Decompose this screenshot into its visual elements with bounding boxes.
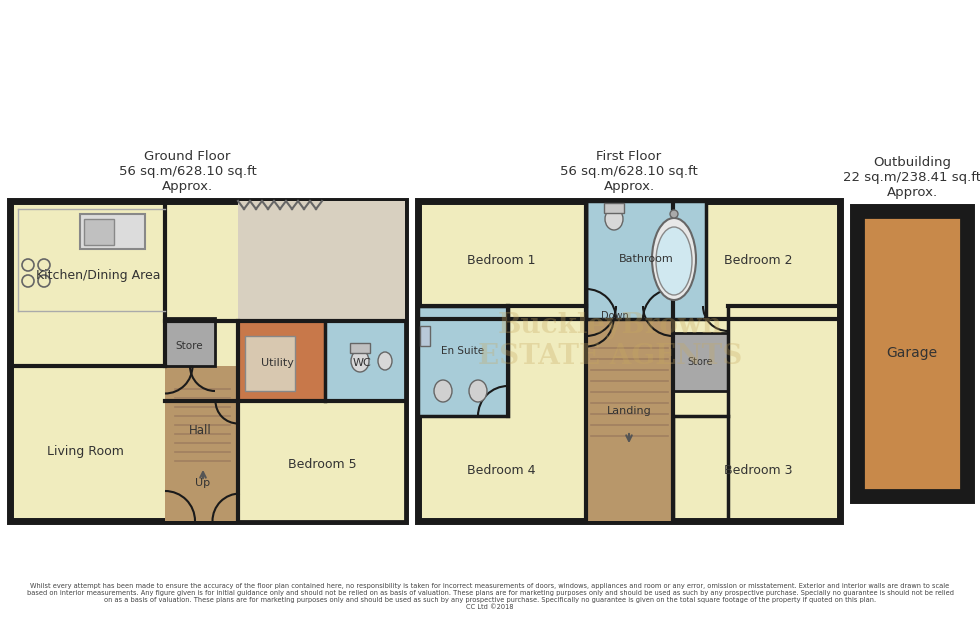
Ellipse shape (605, 208, 623, 230)
Ellipse shape (351, 350, 369, 372)
Ellipse shape (469, 380, 487, 402)
Bar (673, 333, 728, 391)
Text: Store: Store (687, 357, 712, 367)
Circle shape (670, 210, 678, 218)
Bar (325, 321, 405, 401)
Text: Bedroom 1: Bedroom 1 (466, 254, 535, 267)
Text: Utility: Utility (261, 358, 293, 368)
Text: En Suite: En Suite (441, 346, 484, 356)
Text: Bathroom: Bathroom (618, 254, 673, 264)
Bar (586, 201, 673, 521)
Text: Bedroom 5: Bedroom 5 (288, 458, 357, 470)
Ellipse shape (656, 227, 692, 295)
Text: Garage: Garage (887, 347, 938, 360)
Text: First Floor
56 sq.m/628.10 sq.ft
Approx.: First Floor 56 sq.m/628.10 sq.ft Approx. (561, 150, 698, 193)
Bar (80, 214, 145, 249)
Bar (165, 318, 215, 366)
Bar (586, 201, 706, 319)
Text: Bedroom 3: Bedroom 3 (724, 465, 792, 478)
Text: Bedroom 4: Bedroom 4 (466, 465, 535, 478)
Text: Bedroom 2: Bedroom 2 (724, 254, 792, 267)
Text: Up: Up (195, 478, 211, 488)
Bar (238, 321, 325, 401)
Bar (853, 207, 971, 500)
Text: Outbuilding
22 sq.m/238.41 sq.ft
Approx.: Outbuilding 22 sq.m/238.41 sq.ft Approx. (843, 156, 980, 199)
Text: BuckleyBrown
ESTATE AGENTS: BuckleyBrown ESTATE AGENTS (478, 312, 742, 370)
Text: Hall: Hall (188, 424, 212, 438)
Text: Ground Floor
56 sq.m/628.10 sq.ft
Approx.: Ground Floor 56 sq.m/628.10 sq.ft Approx… (119, 150, 257, 193)
Text: Landing: Landing (607, 406, 652, 416)
Bar (238, 201, 405, 401)
Text: Store: Store (175, 341, 203, 351)
Bar (418, 201, 840, 521)
Bar (165, 366, 238, 521)
Ellipse shape (378, 352, 392, 370)
Bar (604, 203, 624, 213)
Text: Living Room: Living Room (47, 444, 123, 458)
Bar (10, 201, 405, 521)
Ellipse shape (652, 218, 696, 300)
Text: Whilst every attempt has been made to ensure the accuracy of the floor plan cont: Whilst every attempt has been made to en… (26, 583, 954, 610)
Bar (350, 343, 370, 353)
Text: Kitchen/Dining Area: Kitchen/Dining Area (35, 269, 161, 283)
Bar (238, 401, 405, 521)
Ellipse shape (434, 380, 452, 402)
Text: WC: WC (353, 358, 371, 368)
Bar (245, 336, 295, 391)
Bar (418, 306, 508, 416)
Bar (84, 219, 114, 245)
Bar (863, 217, 961, 490)
Bar (420, 326, 430, 346)
Text: Down: Down (601, 311, 629, 321)
